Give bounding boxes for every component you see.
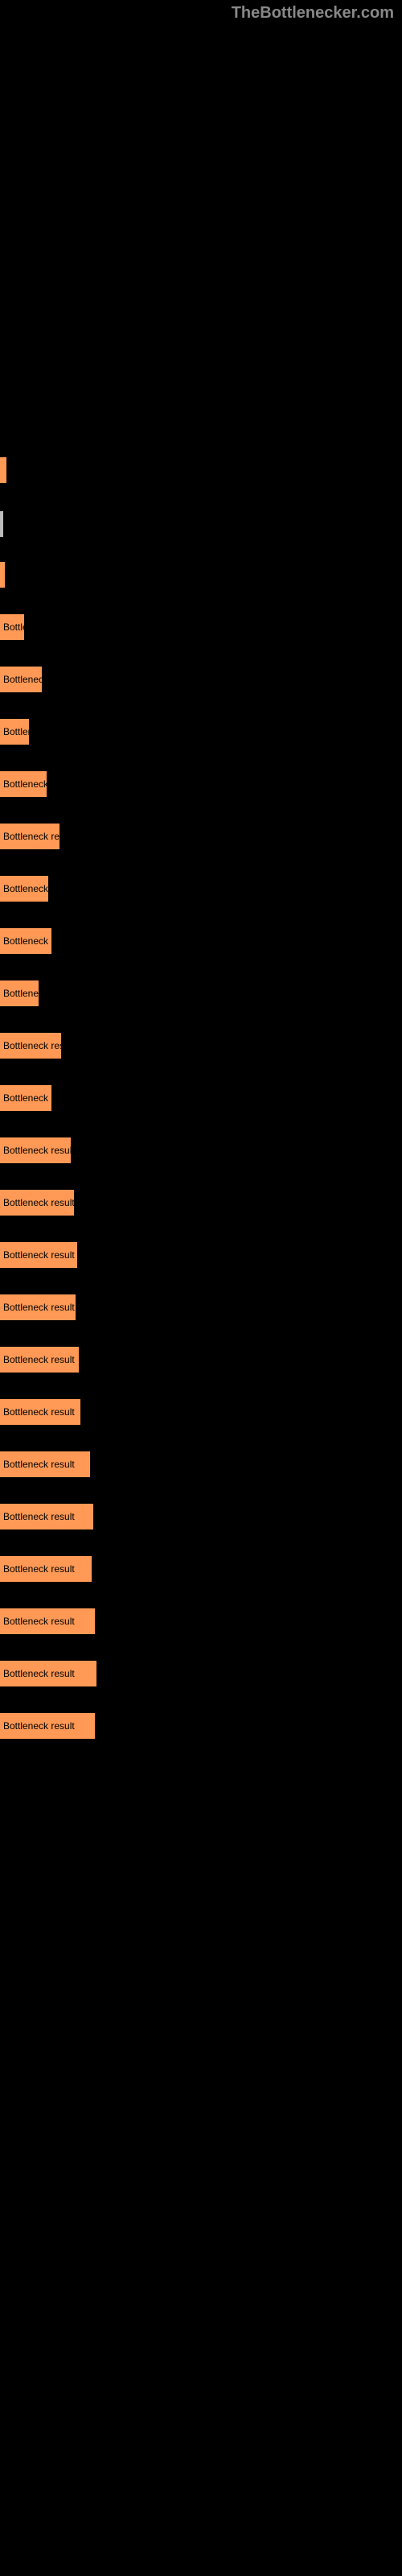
bar-row: Bottleneck result xyxy=(0,1175,402,1228)
bar: Bottleneck result xyxy=(0,1137,71,1163)
bar: Bottleneck result xyxy=(0,1399,80,1425)
bar: Bottleneck resu xyxy=(0,1033,61,1059)
watermark-text: TheBottlenecker.com xyxy=(232,4,394,23)
bar-row: Bottleneck result xyxy=(0,1646,402,1699)
bar: Bottlen xyxy=(0,719,29,745)
bar: Bottleneck result xyxy=(0,1451,90,1477)
bar-label: Bottleneck r xyxy=(3,883,54,894)
bar-label: Bottle xyxy=(3,621,28,633)
bar-label: Bottleneck xyxy=(3,674,48,685)
bar-row xyxy=(0,443,402,495)
bar: Bottleneck result xyxy=(0,1294,76,1320)
bar-label: Bottleneck result xyxy=(3,1668,75,1679)
bar-row: Bottleneck result xyxy=(0,1332,402,1385)
bar-label: Bottleneck re xyxy=(3,1092,59,1104)
bar-row: Bottlen xyxy=(0,704,402,757)
bar-label: Bottleneck result xyxy=(3,1354,75,1365)
bar-row xyxy=(0,495,402,547)
bar: Bottleneck xyxy=(0,667,42,692)
bar: Bottleneck result xyxy=(0,1661,96,1686)
bar-label: Bottleneck result xyxy=(3,1511,75,1522)
bar-row: Bottleneck result xyxy=(0,1385,402,1437)
bar-label: Bottleneck result xyxy=(3,1459,75,1470)
bar-row: Bottleneck r xyxy=(0,861,402,914)
bar-row: Bottleneck result xyxy=(0,1280,402,1332)
bar-label: Bottleneck result xyxy=(3,1563,75,1575)
bar: Bottleneck result xyxy=(0,1713,95,1739)
bar-row: Bottleneck result xyxy=(0,1542,402,1594)
bar-row: Bottlenec xyxy=(0,966,402,1018)
bar xyxy=(0,457,6,483)
bar-chart: BottleBottleneckBottlenBottleneck rBottl… xyxy=(0,443,402,1751)
bar: Bottleneck resu xyxy=(0,824,59,849)
bar: Bottleneck result xyxy=(0,1504,93,1530)
bar xyxy=(0,562,5,588)
bar: Bottleneck r xyxy=(0,771,47,797)
bar-row: Bottleneck result xyxy=(0,1437,402,1489)
bar-row: Bottleneck result xyxy=(0,1489,402,1542)
bar: Bottleneck result xyxy=(0,1242,77,1268)
bar-row: Bottleneck result xyxy=(0,1228,402,1280)
bar-label: Bottleneck re xyxy=(3,935,59,947)
bar: Bottleneck re xyxy=(0,928,51,954)
bar-row: Bottleneck r xyxy=(0,757,402,809)
bar-label: Bottleneck resu xyxy=(3,1040,70,1051)
bar: Bottleneck result xyxy=(0,1347,79,1373)
bar-row: Bottle xyxy=(0,600,402,652)
bar: Bottleneck re xyxy=(0,1085,51,1111)
bar-row: Bottleneck xyxy=(0,652,402,704)
bar-label: Bottleneck result xyxy=(3,1302,75,1313)
bar-label: Bottlenec xyxy=(3,988,43,999)
bar-row: Bottleneck result xyxy=(0,1699,402,1751)
bar: Bottlenec xyxy=(0,980,39,1006)
bar: Bottle xyxy=(0,614,24,640)
bar-label: Bottleneck result xyxy=(3,1616,75,1627)
bar: Bottleneck result xyxy=(0,1608,95,1634)
bar-row: Bottleneck result xyxy=(0,1123,402,1175)
bar-label: Bottleneck resu xyxy=(3,831,70,842)
bar-row xyxy=(0,547,402,600)
bar-label: Bottleneck r xyxy=(3,778,54,790)
bar-label: Bottlen xyxy=(3,726,33,737)
bar xyxy=(0,511,3,537)
bar-label: Bottleneck result xyxy=(3,1720,75,1732)
bar-row: Bottleneck re xyxy=(0,914,402,966)
bar: Bottleneck result xyxy=(0,1556,92,1582)
bar-row: Bottleneck re xyxy=(0,1071,402,1123)
bar-label: Bottleneck result xyxy=(3,1145,75,1156)
bar-row: Bottleneck resu xyxy=(0,809,402,861)
bar-label: Bottleneck result xyxy=(3,1249,75,1261)
bar-row: Bottleneck resu xyxy=(0,1018,402,1071)
bar-label: Bottleneck result xyxy=(3,1406,75,1418)
bar-label: Bottleneck result xyxy=(3,1197,75,1208)
bar-row: Bottleneck result xyxy=(0,1594,402,1646)
bar: Bottleneck result xyxy=(0,1190,74,1216)
bar: Bottleneck r xyxy=(0,876,48,902)
